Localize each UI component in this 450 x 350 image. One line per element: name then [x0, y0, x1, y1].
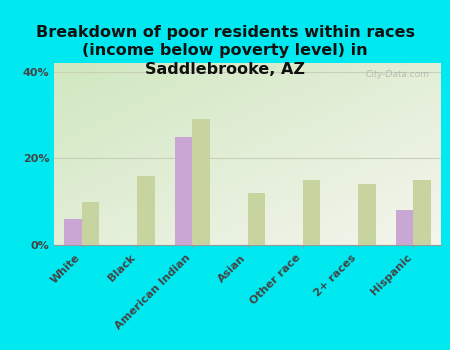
Bar: [303, 180, 320, 245]
Bar: [137, 176, 155, 245]
Bar: [175, 136, 192, 245]
Text: Breakdown of poor residents within races
(income below poverty level) in
Saddleb: Breakdown of poor residents within races…: [36, 25, 414, 77]
Text: City-Data.com: City-Data.com: [365, 70, 429, 79]
Bar: [81, 202, 99, 245]
Bar: [192, 119, 210, 245]
Bar: [358, 184, 376, 245]
Bar: [396, 210, 414, 245]
Bar: [248, 193, 265, 245]
Bar: [64, 219, 81, 245]
Bar: [414, 180, 431, 245]
